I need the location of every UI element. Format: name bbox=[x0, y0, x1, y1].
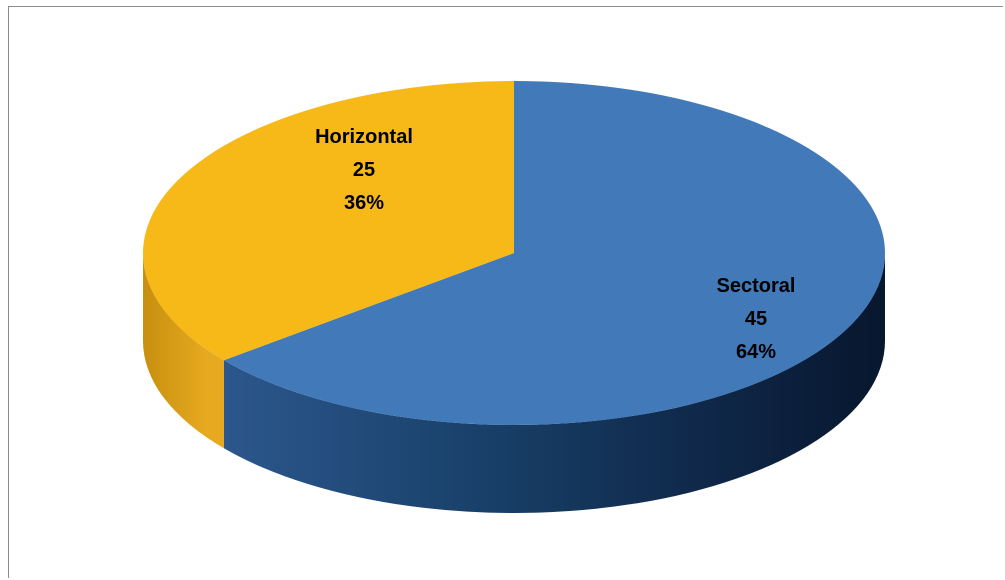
pie-slice-sectoral bbox=[223, 81, 885, 425]
pie-sides bbox=[143, 253, 885, 514]
label-sectoral-percent: 64% bbox=[736, 341, 776, 363]
pie-side-horizontal bbox=[143, 253, 224, 449]
label-horizontal-value: 25 bbox=[353, 159, 375, 181]
label-sectoral-category: Sectoral bbox=[717, 275, 796, 297]
pie-tops bbox=[142, 81, 885, 425]
label-horizontal-percent: 36% bbox=[344, 192, 384, 214]
pie-side-sectoral bbox=[223, 253, 885, 514]
label-horizontal-category: Horizontal bbox=[315, 126, 413, 148]
data-labels: Horizontal 25 36% Sectoral 45 64% bbox=[315, 126, 795, 363]
label-sectoral-value: 45 bbox=[745, 308, 767, 330]
pie-slice-horizontal bbox=[142, 81, 514, 361]
